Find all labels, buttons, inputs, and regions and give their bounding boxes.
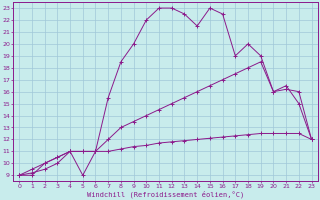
X-axis label: Windchill (Refroidissement éolien,°C): Windchill (Refroidissement éolien,°C) — [87, 190, 244, 198]
